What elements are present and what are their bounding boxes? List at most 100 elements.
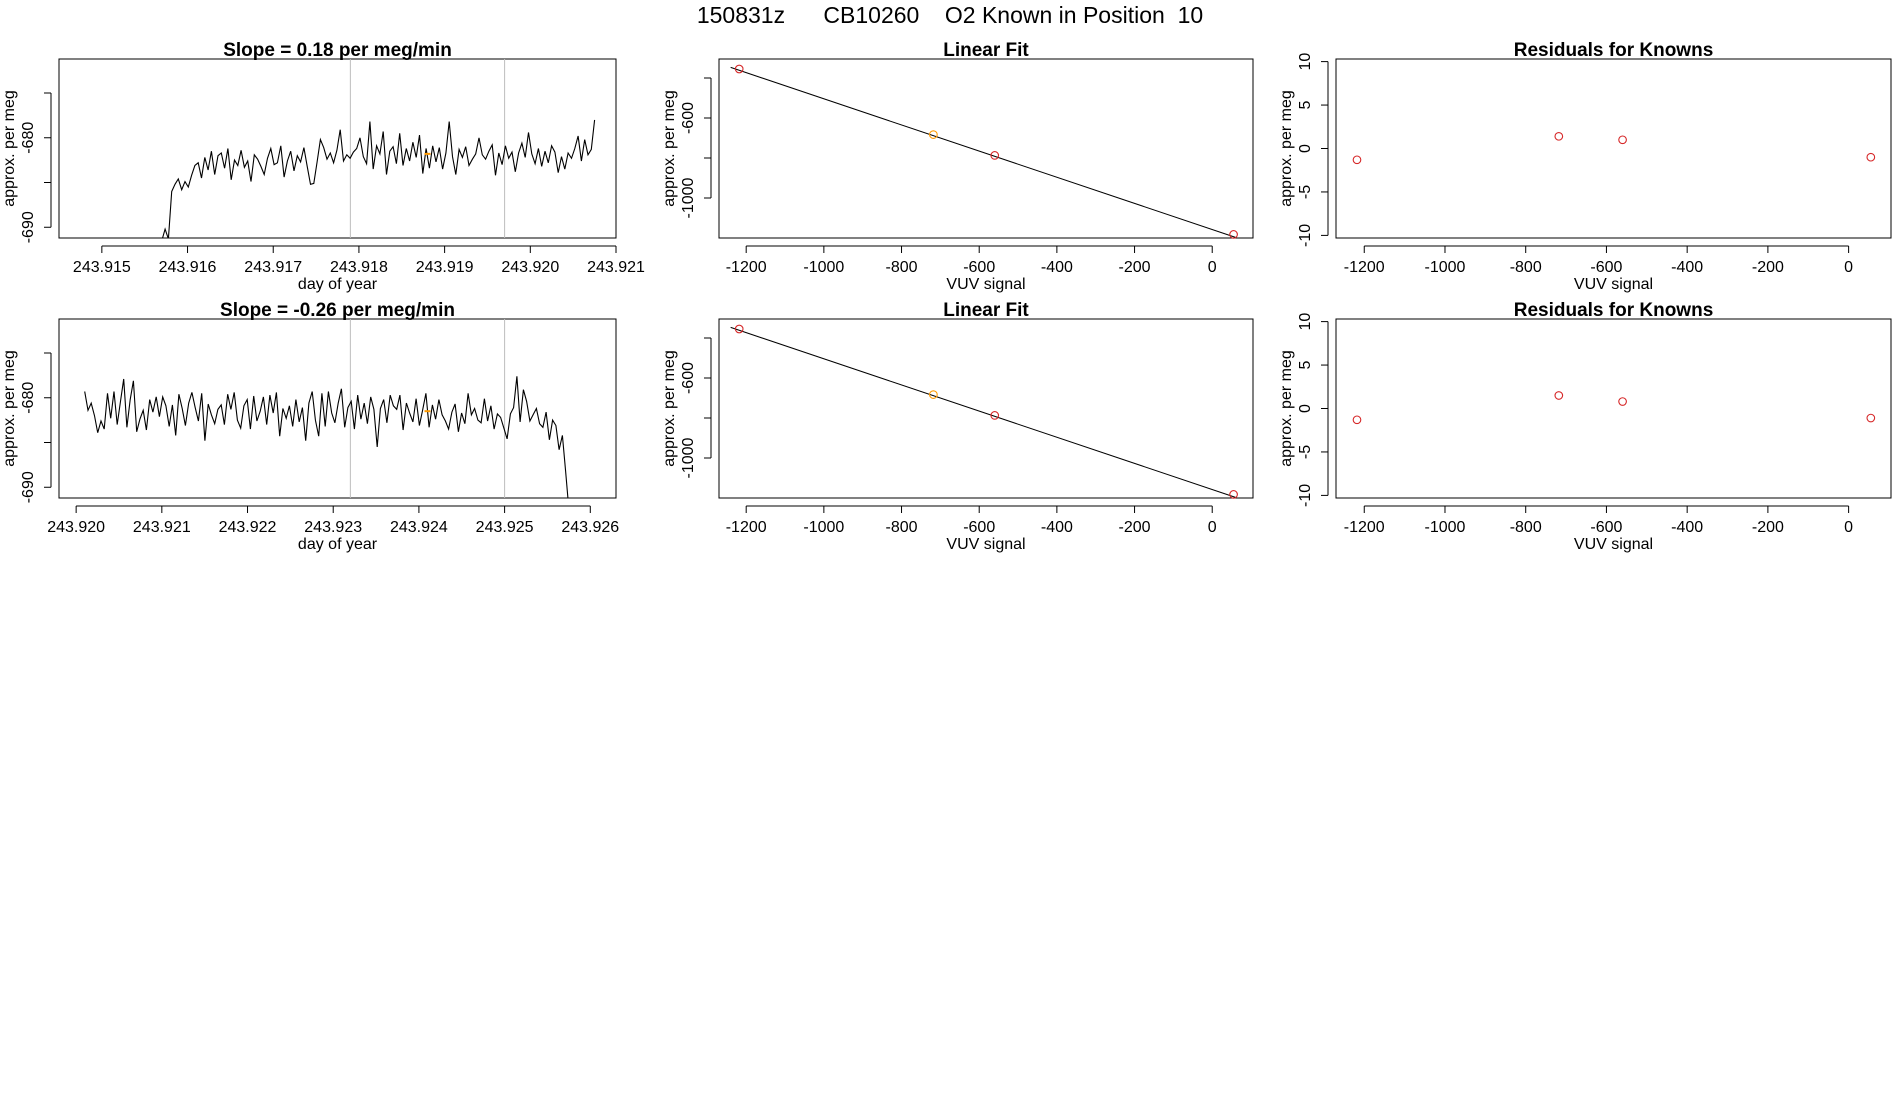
panel-res1: Residuals for Knowns-1200 -1000 -800 -600 -4…: [1278, 40, 1892, 293]
x-tick-label: -1200: [726, 519, 767, 536]
x-tick-label: 243.920: [501, 259, 559, 276]
x-tick-label: -1000: [1425, 519, 1466, 536]
y-axis-label: approx. per meg: [1, 350, 18, 467]
x-tick-label: -1200: [1344, 519, 1385, 536]
chart-title: Slope = 0.18 per meg/min: [223, 40, 452, 61]
y-axis-label: approx. per meg: [1278, 90, 1295, 207]
data-point: [734, 64, 744, 74]
x-tick-label: -400: [1671, 519, 1703, 536]
y-tick-label: 5: [1297, 101, 1314, 110]
x-tick-label: 243.915: [73, 259, 131, 276]
x-tick-label: 243.925: [476, 519, 534, 536]
x-tick-label: 243.923: [304, 519, 362, 536]
x-tick-label: 0: [1208, 519, 1217, 536]
x-tick-label: 243.919: [416, 259, 474, 276]
data-point: [1352, 155, 1362, 165]
x-tick-label: -600: [963, 259, 995, 276]
x-tick-label: 0: [1844, 259, 1853, 276]
plot-frame: [718, 58, 1254, 239]
y-tick-label: -5: [1297, 185, 1314, 199]
y-tick-label: -600: [680, 102, 697, 134]
y-tick-label: 10: [1297, 53, 1314, 71]
x-tick-label: -600: [963, 519, 995, 536]
x-tick-label: 243.921: [587, 259, 645, 276]
x-tick-label: -800: [1510, 519, 1542, 536]
x-axis-label: VUV signal: [1574, 276, 1653, 293]
x-tick-label: 243.926: [561, 519, 619, 536]
data-point: [1352, 415, 1362, 425]
x-tick-label: -400: [1041, 259, 1073, 276]
y-tick-label: 0: [1297, 144, 1314, 153]
y-tick-label: -690: [20, 211, 37, 243]
x-tick-label: -200: [1752, 519, 1784, 536]
x-axis-label: day of year: [298, 536, 378, 553]
x-tick-label: 243.921: [133, 519, 191, 536]
x-axis-label: day of year: [298, 276, 378, 293]
x-tick-label: -1200: [1344, 259, 1385, 276]
chart-title: Linear Fit: [943, 300, 1029, 321]
y-tick-label: -10: [1297, 224, 1314, 247]
y-axis-label: approx. per meg: [1, 90, 18, 207]
x-tick-label: 0: [1208, 259, 1217, 276]
x-tick-label: 243.916: [159, 259, 217, 276]
x-tick-label: -200: [1752, 259, 1784, 276]
y-tick-label: 0: [1297, 404, 1314, 413]
data-point: [1554, 131, 1564, 141]
x-tick-label: 243.920: [47, 519, 105, 536]
y-tick-label: -690: [20, 471, 37, 503]
x-tick-label: -800: [886, 519, 918, 536]
x-tick-label: 0: [1844, 519, 1853, 536]
data-point: [1554, 391, 1564, 400]
panel-ts2: Slope = -0.26 per meg/min 243.920 243.921 2…: [1, 300, 619, 553]
x-tick-label: 243.918: [330, 259, 388, 276]
panel-fit2: Linear Fit -1200 -1000 -800 -600 -400 -200 0 VUV…: [661, 300, 1254, 553]
x-tick-label: -1000: [803, 519, 844, 536]
data-point: [1229, 230, 1238, 239]
y-tick-label: -600: [680, 362, 697, 394]
x-tick-label: -800: [1510, 259, 1542, 276]
x-tick-label: -200: [1119, 519, 1151, 536]
y-axis-label: approx. per meg: [1278, 350, 1295, 467]
data-point: [929, 130, 938, 139]
page-title: 150831z CB10260 O2 Known in Position 10: [696, 2, 1204, 28]
x-axis-label: VUV signal: [1574, 536, 1653, 553]
chart-title: Residuals for Knowns: [1514, 300, 1714, 321]
y-tick-label: -1000: [680, 177, 697, 218]
y-tick-label: -680: [20, 382, 37, 414]
plot-frame: [1335, 58, 1892, 239]
panel-res2: Residuals for Knowns-1200 -1000 -800 -600 -4…: [1278, 300, 1892, 553]
y-axis-label: approx. per meg: [661, 350, 678, 467]
plot-area: [161, 59, 596, 238]
x-tick-label: -1000: [803, 259, 844, 276]
data-point: [1866, 152, 1876, 162]
y-tick-label: -1000: [680, 437, 697, 478]
data-point: [990, 151, 1000, 160]
plot-frame: [1335, 318, 1892, 499]
chart-title: Residuals for Knowns: [1514, 40, 1714, 61]
series-line: [84, 376, 569, 498]
chart-title: Linear Fit: [943, 40, 1029, 61]
data-point: [1229, 490, 1238, 499]
series-line: [161, 119, 596, 238]
y-tick-label: 5: [1297, 361, 1314, 370]
data-point: [734, 324, 744, 334]
x-tick-label: -400: [1671, 259, 1703, 276]
plot-frame: [58, 318, 617, 499]
y-tick-label: -10: [1297, 484, 1314, 507]
plot-area: [84, 319, 569, 498]
x-axis-label: VUV signal: [946, 536, 1025, 553]
panel-fit1: Linear Fit -1200 -1000 -800 -600 -400 -200 0 VUV…: [661, 40, 1254, 293]
y-axis-label: approx. per meg: [661, 90, 678, 207]
panel-ts1: Slope = 0.18 per meg/min 243.915 243.916 24…: [1, 40, 645, 293]
y-tick-label: -5: [1297, 445, 1314, 459]
y-tick-label: -680: [20, 122, 37, 154]
data-point: [1618, 135, 1627, 145]
chart-title: Slope = -0.26 per meg/min: [220, 300, 455, 321]
x-tick-label: -600: [1590, 519, 1622, 536]
y-tick-label: 10: [1297, 313, 1314, 331]
data-point: [1618, 397, 1627, 406]
x-tick-label: -200: [1119, 259, 1151, 276]
plot-frame: [58, 58, 617, 239]
fit-line: [730, 326, 1236, 498]
